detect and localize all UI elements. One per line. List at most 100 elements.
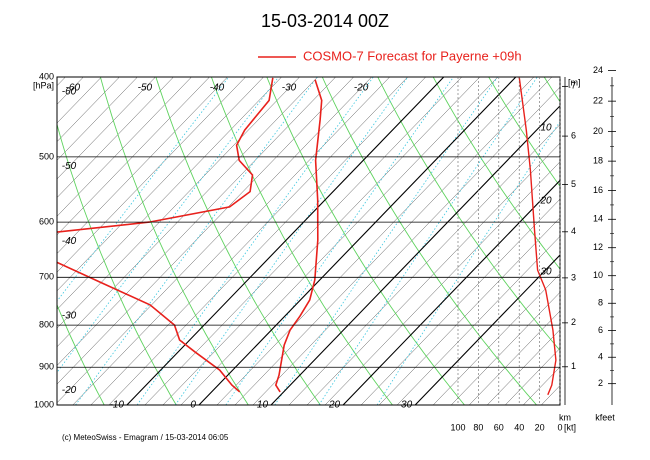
isotherm-hatch [396,236,560,405]
mixing-ratio-line [57,77,230,302]
wind-speed-line [518,77,557,396]
kfeet-tick-label: 4 [598,352,603,362]
y-tick-label: 500 [39,151,54,161]
isotherm-hatch [90,77,408,405]
isotherm-hatch [57,77,300,329]
isotherm-hatch [0,77,11,405]
isotherm-hatch [144,77,462,405]
isotherm-label: -30 [282,83,297,94]
kfeet-tick-label: 12 [593,242,603,252]
dry-adiabat [266,77,465,405]
kt-unit: [kt] [564,422,576,432]
kfeet-tick-label: 20 [593,126,603,136]
y-tick-label: 900 [39,362,54,372]
isotherm-hatch [559,403,560,405]
kfeet-tick-label: 18 [593,156,603,166]
y-tick-label: 1000 [34,399,54,409]
km-tick-label: 7 [571,81,576,91]
kt-tick-label: 80 [473,422,483,432]
isotherm-label: -20 [62,385,77,396]
isotherm [126,77,445,405]
isotherm-hatch [108,77,426,405]
isotherm-hatch [324,161,560,405]
x-tick-label: -10 [109,400,124,411]
km-unit: [m] [568,77,581,87]
isotach-label: 30 [540,267,552,278]
isotherm-label: -30 [62,310,77,321]
chart-title: 15-03-2014 00Z [261,11,389,31]
isotherm-hatch [180,77,498,405]
footer: (c) MeteoSwiss - Emagram / 15-03-2014 06… [62,433,229,442]
x-tick-label: 20 [328,400,341,411]
isotherm-hatch [162,77,480,405]
isotherm-hatch [0,77,47,405]
kfeet-tick-label: 6 [598,325,603,335]
isotherm-hatch [342,180,560,405]
kt-tick-label: 20 [535,422,545,432]
plot-curves [57,77,557,396]
isotherm-hatch [216,77,535,405]
dry-adiabat [155,77,321,405]
isotach-label: 20 [539,196,552,207]
y-tick-label: 600 [39,217,54,227]
kfeet-tick-label: 2 [598,378,603,388]
isotherm [342,179,560,405]
isotherm-hatch [72,77,390,405]
isotherm-hatch [57,77,372,404]
isotherm [270,105,560,405]
isotherm-hatch [57,77,246,273]
kt-tick-label: 100 [450,422,465,432]
isotherm-hatch [57,77,282,310]
km-tick-label: 2 [571,317,576,327]
isotherm-hatch [57,77,66,87]
dry-adiabat [600,77,650,405]
km-tick-label: 4 [571,226,576,236]
isotherm-hatch [469,310,560,405]
y-axis-unit: [hPa] [33,80,54,90]
y-tick-label: 700 [39,272,54,282]
legend-label: COSMO-7 Forecast for Payerne +09h [303,48,522,63]
km-tick-label: 6 [571,130,576,140]
isotherm-hatch [360,198,560,405]
x-tick-label: 0 [190,400,196,411]
plot-frame [56,76,561,406]
x-tick-label: 10 [257,400,269,411]
isotherm [414,254,560,405]
plot-grid [0,77,650,405]
kfeet-tick-label: 10 [593,270,603,280]
isotherm-hatch [288,124,560,405]
isotherm-hatch [57,77,264,292]
km-label: km [559,412,571,422]
isotherm-hatch [432,273,560,405]
isotherm-hatch [306,142,560,405]
kt-tick-label: 40 [514,422,524,432]
isotherm-label: -40 [210,83,225,94]
kfeet-label: kfeet [595,412,615,422]
isotherm-label: -40 [62,236,77,247]
dry-adiabat [57,303,105,405]
mixing-ratio-line [75,77,318,405]
isotherm-label: -60 [62,87,77,98]
isotherm-hatch [57,77,156,180]
kfeet-tick-label: 24 [593,65,603,75]
isotach-label: 10 [540,123,552,134]
isotherm-label: -20 [354,83,369,94]
isotherm-hatch [0,77,29,405]
isotherm-hatch [505,347,560,405]
dry-adiabat [488,77,560,187]
isotherm-hatch [57,77,138,161]
y-tick-label: 400 [39,71,54,81]
kfeet-tick-label: 8 [598,298,603,308]
isotherm [198,77,517,405]
isotherm-hatch [451,291,560,405]
dry-adiabat [210,77,393,405]
mixing-ratio-line [274,77,498,405]
isotherm-hatch [378,217,560,405]
isotherm-label: -50 [62,161,77,172]
isotherm-hatch [57,77,102,124]
km-tick-label: 5 [571,179,576,189]
kt-tick-label: 0 [557,422,562,432]
isotherm-hatch [57,77,174,198]
isotherm-hatch [57,77,336,366]
